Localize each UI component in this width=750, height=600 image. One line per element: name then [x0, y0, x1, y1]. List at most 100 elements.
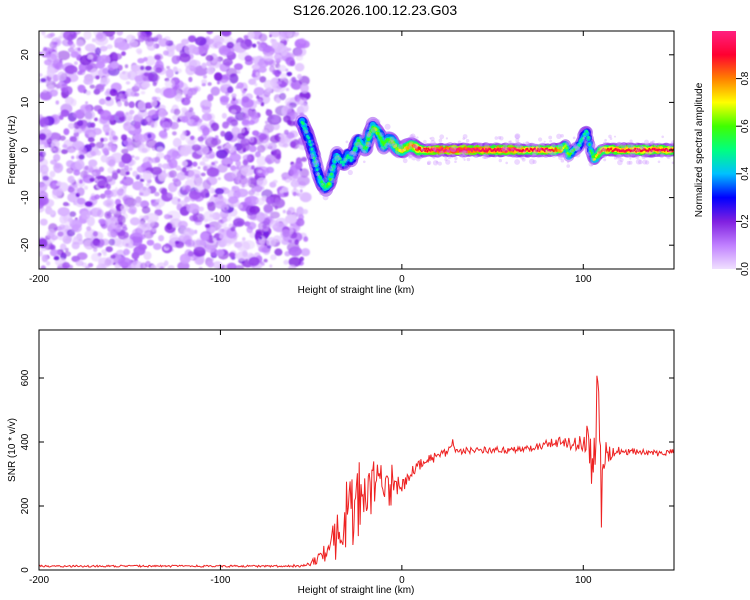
noise-blob — [69, 211, 77, 218]
trace-blob — [370, 128, 374, 132]
noise-blob — [226, 41, 235, 49]
noise-blob — [271, 40, 279, 49]
noise-blob — [266, 245, 272, 249]
noise-blob — [43, 35, 49, 39]
noise-blob — [112, 96, 115, 100]
trace-halo — [660, 153, 665, 158]
trace-halo — [628, 160, 633, 165]
noise-blob — [253, 87, 265, 96]
noise-blob — [271, 198, 286, 209]
noise-blob — [181, 167, 187, 173]
trace-halo — [635, 147, 640, 153]
trace-blob — [493, 147, 496, 151]
colorbar-bar — [712, 31, 736, 269]
noise-blob — [216, 145, 222, 150]
trace-halo — [366, 131, 372, 137]
noise-blob — [210, 122, 220, 132]
noise-blob — [108, 238, 116, 246]
x-tick-label: -100 — [210, 274, 230, 285]
colorbar: 0.0 0.2 0.4 0.6 0.8 Normalized spectral ampl… — [694, 31, 750, 276]
trace-blob — [564, 144, 567, 147]
trace-blob — [364, 145, 368, 149]
noise-blob — [46, 67, 55, 78]
noise-blob — [130, 127, 135, 131]
trace-blob — [503, 147, 506, 151]
trace-halo — [345, 140, 349, 144]
noise-blob — [295, 218, 305, 227]
noise-blob — [204, 223, 211, 229]
noise-blob — [145, 65, 152, 71]
trace-halo — [519, 144, 523, 148]
noise-blob — [129, 217, 141, 226]
noise-blob — [66, 167, 74, 174]
noise-blob — [224, 131, 234, 142]
noise-blob — [102, 124, 111, 133]
trace-halo — [497, 136, 502, 140]
spectrogram-x-ticks: -200 -100 0 100 — [29, 31, 592, 285]
noise-blob — [158, 172, 166, 182]
trace-halo — [409, 141, 413, 145]
noise-blob — [145, 139, 158, 149]
noise-blob — [285, 52, 294, 58]
trace-blob — [332, 165, 335, 169]
noise-blob — [86, 218, 90, 223]
noise-blob — [166, 222, 173, 230]
trace-halo — [505, 161, 509, 165]
noise-blob — [87, 263, 94, 268]
trace-halo — [365, 124, 372, 130]
trace-halo — [657, 160, 661, 164]
noise-blob — [91, 38, 96, 43]
noise-blob — [167, 265, 175, 269]
noise-blob — [134, 92, 140, 97]
noise-blob — [230, 109, 237, 114]
trace-halo — [322, 194, 329, 201]
noise-blob — [39, 118, 50, 127]
trace-halo — [520, 155, 525, 160]
noise-blob — [39, 182, 48, 193]
trace-halo — [483, 153, 489, 160]
trace-blob — [543, 149, 546, 153]
noise-blob — [251, 186, 257, 193]
noise-blob — [159, 187, 168, 194]
noise-blob — [296, 97, 308, 106]
trace-halo — [548, 150, 554, 156]
noise-blob — [248, 120, 255, 125]
trace-blob — [301, 122, 305, 126]
noise-blob — [291, 180, 299, 188]
trace-halo — [602, 148, 607, 153]
trace-halo — [352, 154, 358, 160]
noise-blob — [207, 261, 215, 268]
trace-halo — [304, 140, 308, 144]
trace-halo — [641, 146, 645, 150]
trace-halo — [582, 137, 585, 140]
trace-halo — [635, 143, 638, 146]
noise-blob — [247, 212, 258, 220]
noise-blob — [73, 169, 81, 176]
x-tick-label: -100 — [210, 575, 230, 586]
trace-halo — [644, 160, 650, 165]
noise-blob — [255, 151, 261, 158]
noise-blob — [97, 209, 104, 218]
noise-blob — [61, 149, 68, 155]
noise-blob — [299, 168, 310, 178]
noise-blob — [75, 159, 85, 170]
trace-blob — [331, 168, 334, 172]
y-tick-label: -20 — [20, 238, 31, 253]
noise-blob — [296, 175, 310, 186]
noise-blob — [161, 121, 171, 131]
noise-blob — [100, 76, 111, 85]
noise-blob — [225, 91, 230, 97]
noise-blob — [286, 47, 292, 52]
trace-halo — [388, 150, 392, 153]
noise-blob — [53, 256, 60, 261]
noise-blob — [294, 62, 305, 72]
noise-blob — [131, 155, 135, 159]
noise-blob — [46, 229, 57, 240]
noise-blob — [231, 169, 242, 179]
noise-blob — [108, 159, 116, 168]
trace-halo — [522, 142, 525, 145]
trace-blob — [312, 156, 316, 160]
y-tick-label: 0 — [20, 147, 31, 153]
noise-blob — [66, 146, 76, 153]
noise-blob — [39, 218, 48, 226]
